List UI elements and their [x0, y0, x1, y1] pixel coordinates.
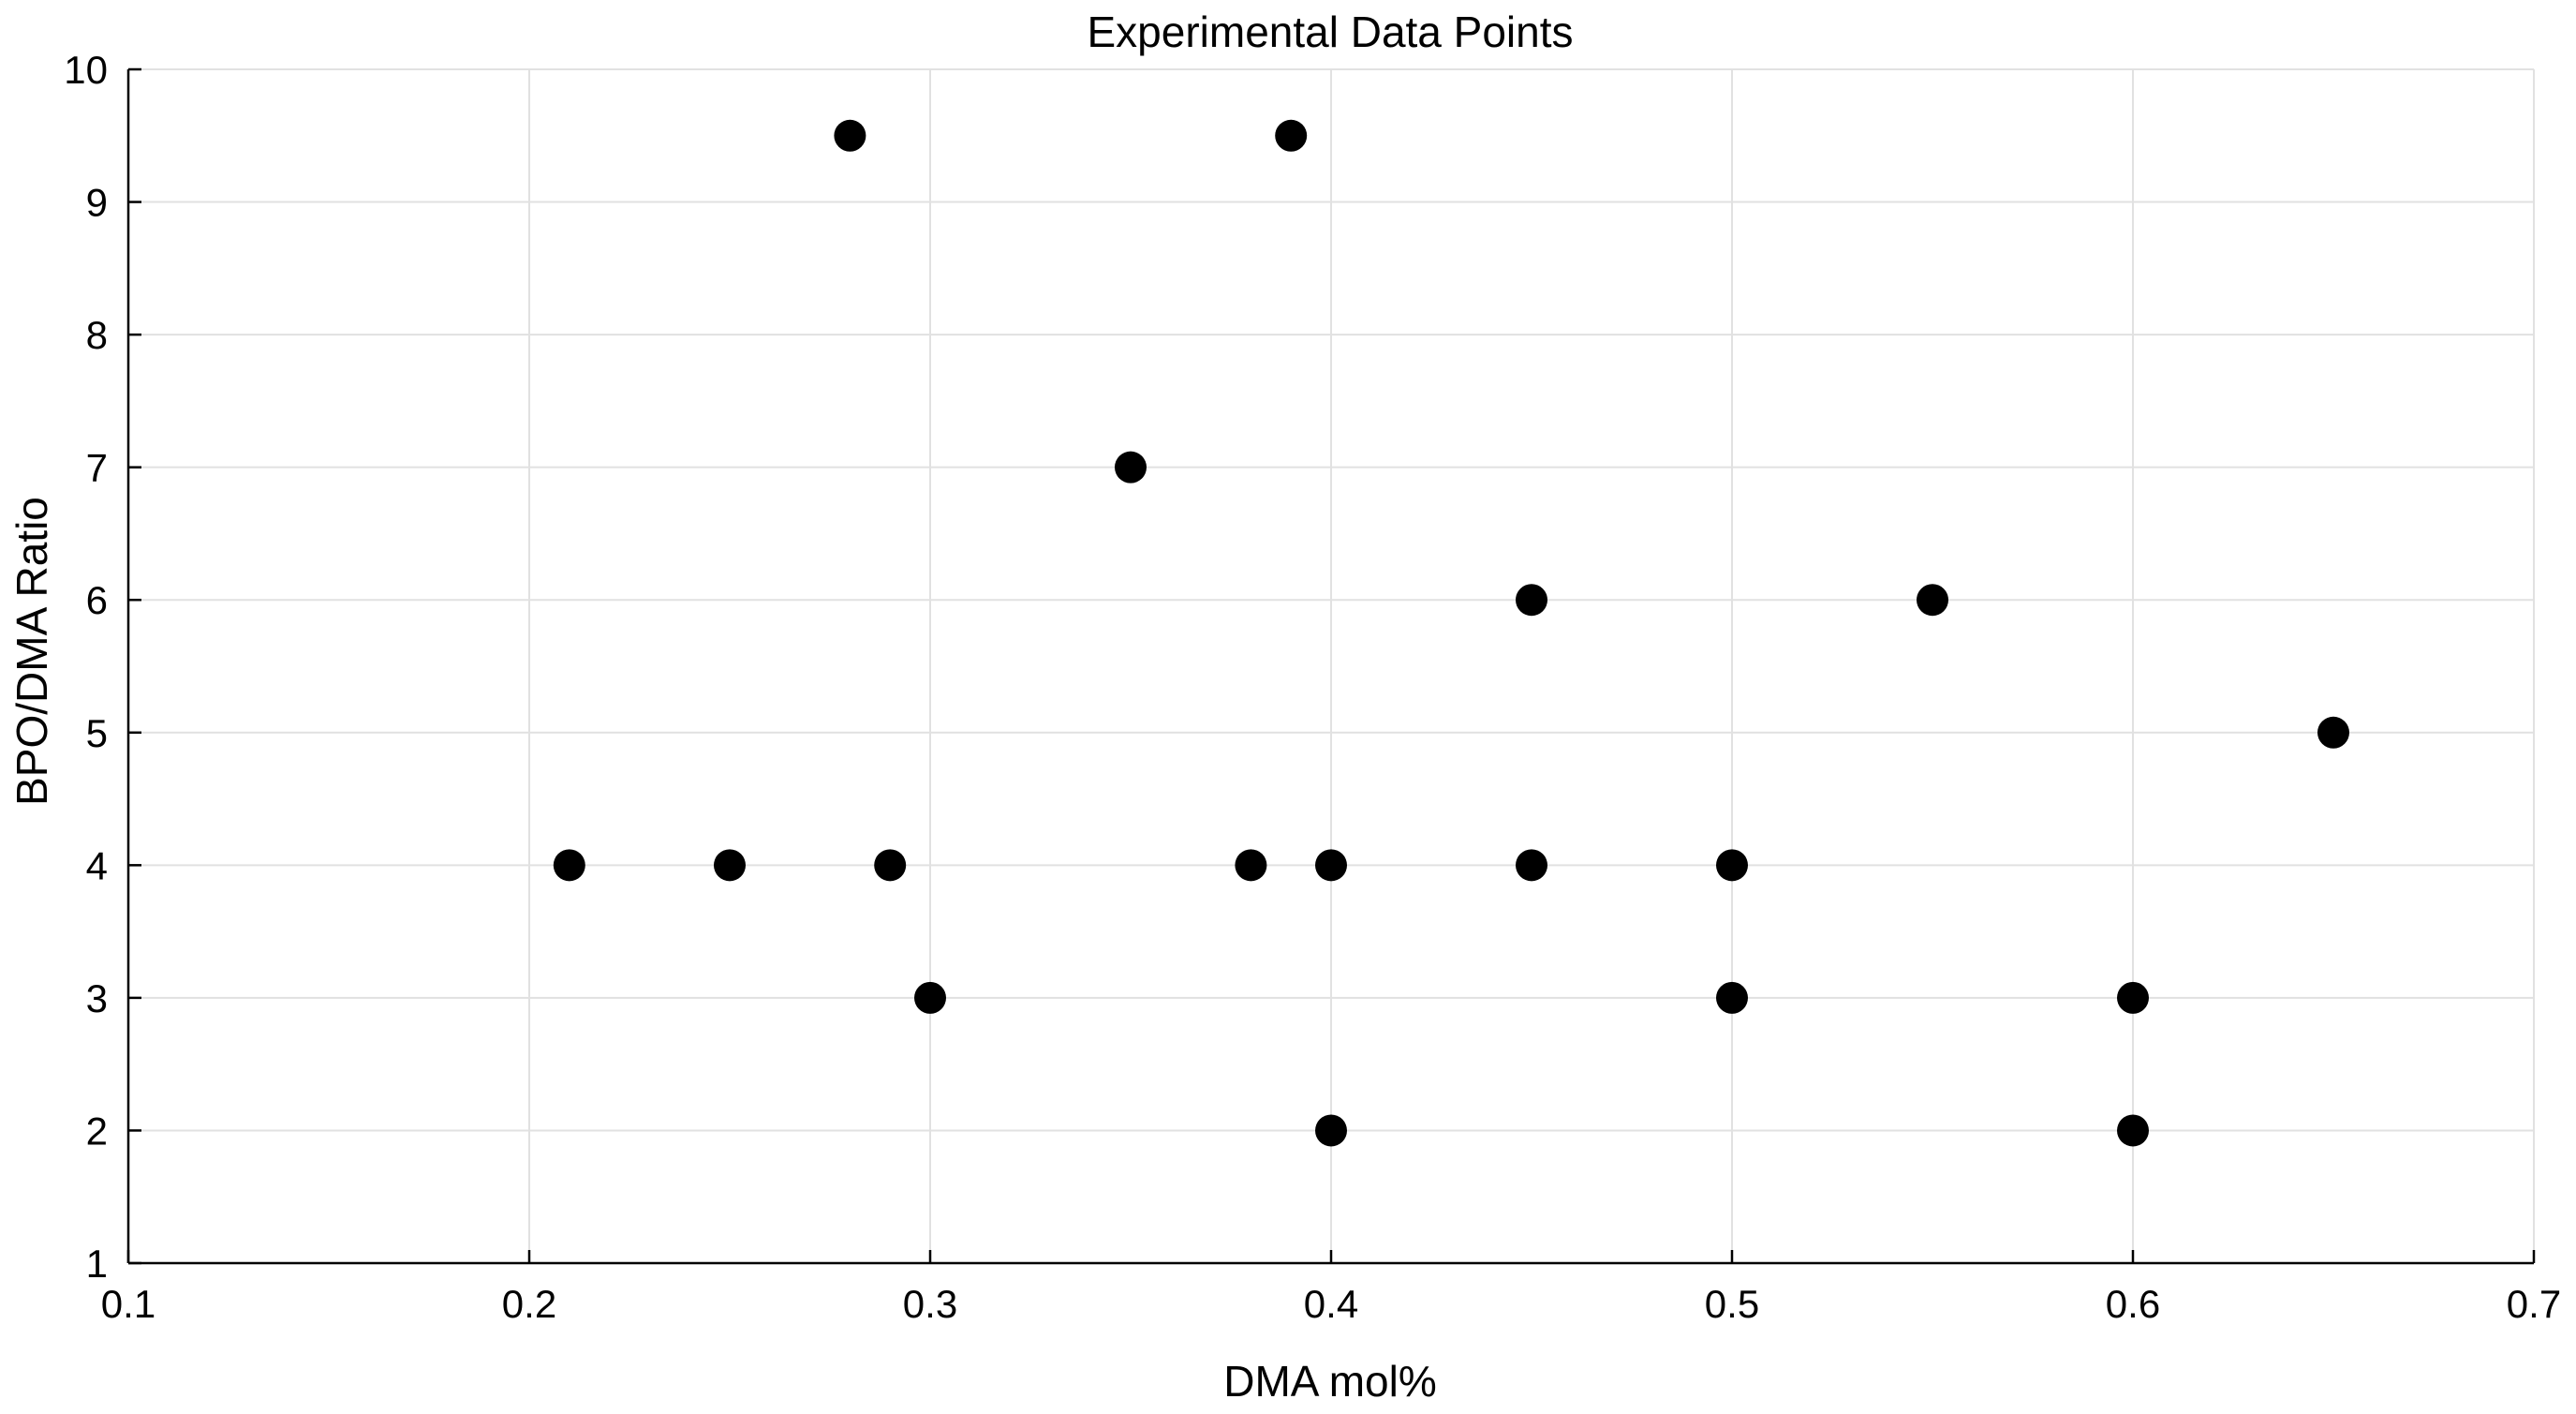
data-point — [1275, 119, 1308, 152]
data-point — [1917, 584, 1948, 617]
tick-labels: 0.1 0.2 0.3 0.4 0.5 0.6 0.7 1 2 3 4 5 6 7 8 9 10 — [64, 48, 2561, 1326]
x-tick-label: 0.1 — [101, 1282, 155, 1326]
y-tick-label: 2 — [86, 1109, 108, 1153]
data-point — [553, 849, 585, 882]
data-point — [914, 981, 946, 1014]
data-point — [1716, 981, 1748, 1014]
data-point — [834, 119, 866, 152]
data-point — [1516, 584, 1547, 617]
y-tick-label: 1 — [86, 1242, 108, 1286]
y-tick-label: 6 — [86, 578, 108, 622]
x-tick-label: 0.5 — [1705, 1282, 1759, 1326]
y-axis-label: BPO/DMA Ratio — [7, 497, 56, 806]
data-point — [1115, 451, 1147, 484]
x-tick-label: 0.7 — [2507, 1282, 2561, 1326]
y-tick-label: 10 — [64, 48, 108, 92]
x-tick-label: 0.3 — [903, 1282, 957, 1326]
data-point — [2117, 1114, 2149, 1147]
data-point — [874, 849, 907, 882]
data-point — [2117, 981, 2149, 1014]
data-point — [1315, 849, 1347, 882]
y-tick-label: 4 — [86, 843, 108, 887]
chart-title: Experimental Data Points — [1087, 7, 1573, 56]
y-tick-label: 5 — [86, 711, 108, 755]
y-tick-label: 9 — [86, 181, 108, 225]
data-point — [714, 849, 746, 882]
y-tick-label: 8 — [86, 313, 108, 357]
x-tick-label: 0.6 — [2106, 1282, 2160, 1326]
data-point — [1235, 849, 1267, 882]
data-point — [1716, 849, 1748, 882]
data-points — [553, 119, 2349, 1147]
x-tick-label: 0.2 — [502, 1282, 556, 1326]
y-tick-label: 7 — [86, 446, 108, 490]
y-tick-label: 3 — [86, 976, 108, 1020]
data-point — [1516, 849, 1547, 882]
x-axis-label: DMA mol% — [1223, 1357, 1436, 1406]
axes — [126, 67, 2536, 1265]
x-tick-label: 0.4 — [1304, 1282, 1358, 1326]
data-point — [1315, 1114, 1347, 1147]
data-point — [2317, 716, 2349, 749]
